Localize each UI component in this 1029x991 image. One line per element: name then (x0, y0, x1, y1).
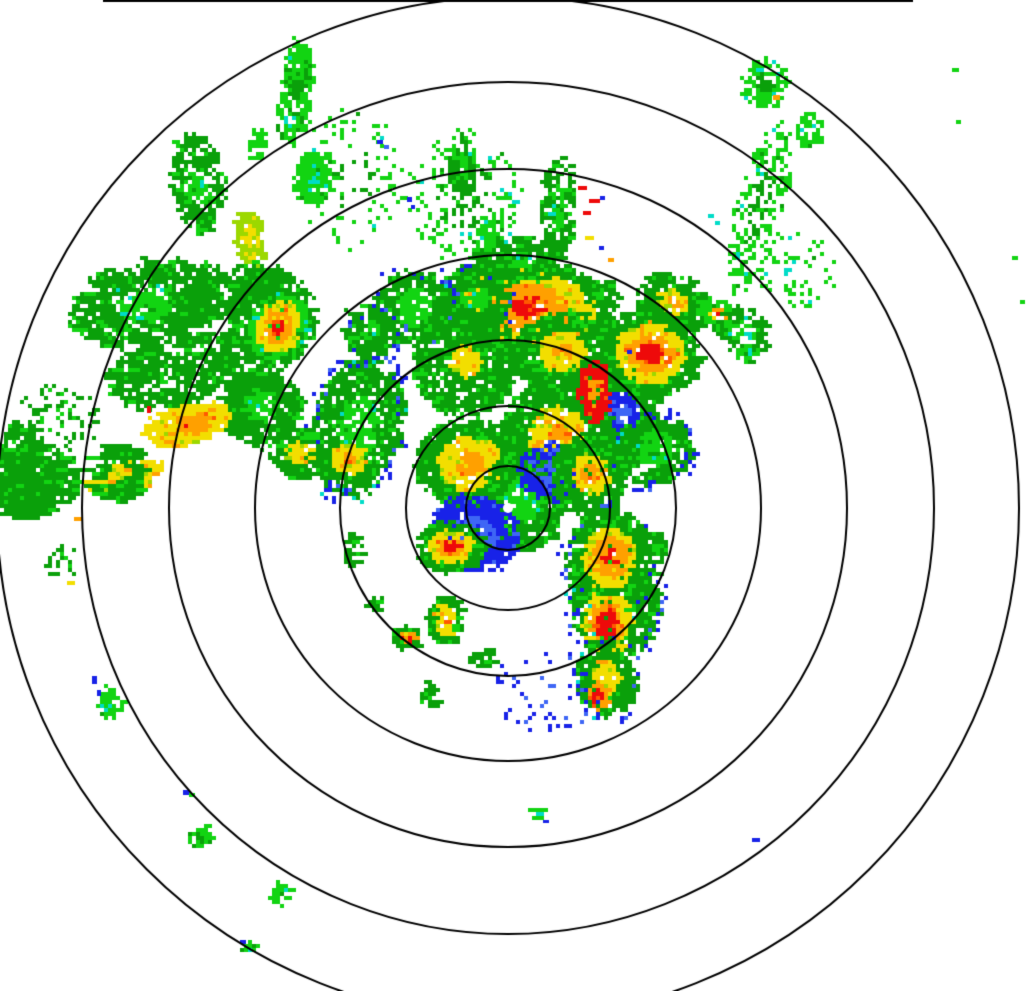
radar-display (0, 0, 1029, 991)
radar-reflectivity-canvas (0, 0, 1029, 991)
